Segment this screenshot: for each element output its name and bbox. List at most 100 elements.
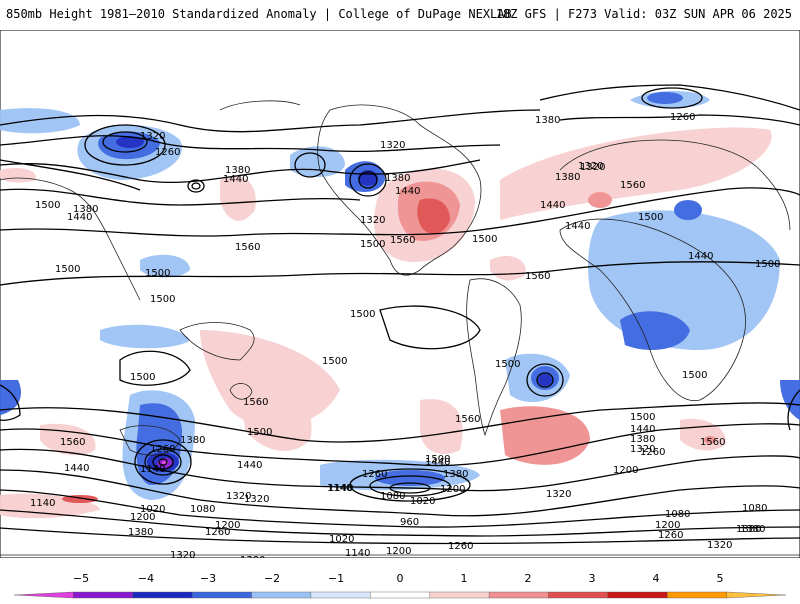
- contour-label: 1380: [240, 555, 265, 558]
- contour-label: 1140: [328, 483, 353, 494]
- contour-label: 1440: [67, 212, 92, 223]
- contour-label: 1260: [155, 147, 180, 158]
- colorbar-segment: [73, 591, 134, 599]
- contour-label: 1140: [327, 483, 352, 494]
- colorbar-label: −1: [327, 572, 345, 585]
- contour-label: 1320: [140, 131, 165, 142]
- map-title: 850mb Height 1981–2010 Standardized Anom…: [6, 7, 512, 21]
- contour-label: 1560: [243, 397, 268, 408]
- colorbar-segment: [429, 591, 490, 599]
- contour-label: 1380: [535, 115, 560, 126]
- contour-label: 1320: [380, 140, 405, 151]
- contour-label: 1560: [620, 180, 645, 191]
- contour-label: 1380: [443, 469, 468, 480]
- contour-label: 1560: [525, 271, 550, 282]
- contour-label: 1380: [555, 172, 580, 183]
- colorbar-segment: [726, 591, 787, 599]
- contour-label: 1320: [360, 215, 385, 226]
- colorbar-label: 0: [396, 572, 404, 585]
- contour-label: 1200: [440, 484, 465, 495]
- colorbar-scale: [13, 591, 787, 599]
- contour-label: 1320: [578, 161, 603, 172]
- contour-label: 1320: [244, 494, 269, 505]
- contour-label: 1560: [60, 437, 85, 448]
- contour-label: 1440: [64, 463, 89, 474]
- contour-label: 1260: [448, 541, 473, 552]
- contour-label: 1260: [362, 469, 387, 480]
- contour-label: 1500: [322, 356, 347, 367]
- contour-label: 1380: [385, 173, 410, 184]
- contour-label: 1080: [190, 504, 215, 515]
- colorbar-segment: [191, 591, 253, 599]
- contour-label: 1320: [630, 444, 655, 455]
- contour-label: 1380: [128, 527, 153, 538]
- contour-label: 1200: [215, 520, 240, 531]
- contour-label: 1500: [150, 294, 175, 305]
- colorbar-label: 2: [524, 572, 532, 585]
- contour-label: 1500: [755, 259, 780, 270]
- contour-label: 1440: [630, 424, 655, 435]
- contour-label: 1020: [410, 496, 435, 507]
- contour-label: 1200: [655, 520, 680, 531]
- contour-label: 1440: [565, 221, 590, 232]
- contour-label: 1020: [140, 504, 165, 515]
- colorbar-label: −4: [137, 572, 155, 585]
- contour-label: 1260: [658, 530, 683, 541]
- contour-label: 1140: [30, 498, 55, 509]
- colorbar-segment: [488, 591, 550, 599]
- colorbar-segment: [667, 591, 728, 599]
- model-run-info: 18Z GFS | F273 Valid: 03Z SUN APR 06 202…: [495, 7, 792, 21]
- colorbar-label: 4: [652, 572, 660, 585]
- contour-label: 1500: [638, 212, 663, 223]
- colorbar-label: 1: [460, 572, 468, 585]
- contour-label: 1500: [35, 200, 60, 211]
- contour-label: 1560: [700, 437, 725, 448]
- contour-label: 1140: [140, 464, 165, 475]
- contour-label: 1260: [670, 112, 695, 123]
- colorbar-segment: [13, 591, 74, 599]
- colorbar-segment: [251, 591, 312, 599]
- contour-label: 1440: [395, 186, 420, 197]
- header: 850mb Height 1981–2010 Standardized Anom…: [0, 0, 800, 30]
- contour-label: 1500: [130, 372, 155, 383]
- contour-label: 1440: [425, 457, 450, 468]
- contour-label: 1380: [180, 435, 205, 446]
- contour-label: 1380: [73, 204, 98, 215]
- colorbar: −5 −4 −3 −2 −1 0 1 2 3 4 5: [0, 572, 800, 600]
- contour-label: 1380: [740, 524, 765, 535]
- contour-label: 1320: [170, 550, 195, 558]
- colorbar-segment: [310, 591, 372, 599]
- coastlines: [0, 100, 800, 556]
- colorbar-label: −3: [199, 572, 217, 585]
- contour-label: 1500: [425, 454, 450, 465]
- contour-label: 1560: [455, 414, 480, 425]
- contour-label: 1500: [360, 239, 385, 250]
- contour-label: 1440: [237, 460, 262, 471]
- contour-label: 1440: [540, 200, 565, 211]
- contour-label: 1260: [205, 527, 230, 538]
- anomaly-map: 1320 1380 1260 1260 1320 1380 1440 1500 …: [0, 30, 800, 558]
- contour-label: 1440: [688, 251, 713, 262]
- contour-label: 1020: [329, 534, 354, 545]
- contour-label: 1380: [225, 165, 250, 176]
- contour-label: 1500: [630, 412, 655, 423]
- colorbar-segment: [132, 591, 193, 599]
- height-contours: [0, 84, 800, 545]
- contour-label: 1500: [682, 370, 707, 381]
- contour-label: 1080: [380, 491, 405, 502]
- colorbar-label: −5: [72, 572, 90, 585]
- contour-label: 1140: [345, 548, 370, 558]
- contour-label: 1440: [223, 174, 248, 185]
- colorbar-label: −2: [263, 572, 281, 585]
- contour-label: 1500: [350, 309, 375, 320]
- contour-label: 1200: [613, 465, 638, 476]
- contour-label: 1260: [640, 447, 665, 458]
- contour-label: 1380: [736, 524, 761, 535]
- contour-label: 960: [400, 517, 419, 528]
- contour-labels: 1320 1380 1260 1260 1320 1380 1440 1500 …: [30, 112, 780, 558]
- contour-label: 1260: [150, 444, 175, 455]
- contour-label: 1500: [495, 359, 520, 370]
- contour-label: 1500: [145, 268, 170, 279]
- contour-label: 1200: [386, 546, 411, 557]
- colorbar-label: 5: [716, 572, 724, 585]
